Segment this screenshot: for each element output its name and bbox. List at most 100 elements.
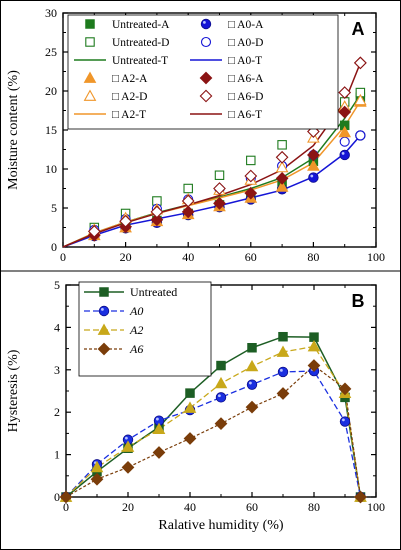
a-point-a2-d	[275, 160, 289, 173]
b-point-a6	[90, 472, 104, 486]
a-legend: Untreated-A □ A0-A Untreated-D □ A0-D Untrea…	[67, 14, 339, 130]
a-xtick-label: 40	[182, 250, 194, 264]
a-point-a6-d	[338, 86, 352, 99]
b-xtick-label: 0	[63, 500, 69, 514]
b-point-a6	[214, 417, 228, 431]
a-legend-label: □ A2-D	[112, 91, 147, 103]
a-legend-marker	[83, 89, 97, 101]
a-point-a6-a	[244, 186, 258, 200]
a-panel-letter: A	[352, 19, 365, 39]
b-legend-marker-highlight	[101, 308, 104, 311]
b-ytick-label: 1	[54, 448, 60, 462]
a-ytick-label: 10	[45, 162, 57, 176]
b-point-a2	[214, 376, 228, 389]
b-point-untreated	[216, 360, 226, 371]
a-point-untreated-d	[246, 155, 256, 166]
b-point-a6	[338, 382, 352, 396]
a-legend-box	[67, 14, 339, 130]
a-point-untreated-d	[277, 140, 287, 150]
a-point-a6-d	[275, 150, 289, 164]
b-point-a0-highlight	[125, 436, 128, 440]
b-point-a0-highlight	[249, 381, 252, 385]
a-point-a6-d	[213, 182, 226, 195]
a-point-a6-d	[353, 56, 367, 70]
a-point-untreated-d	[214, 170, 225, 180]
a-legend-label: □ A6-T	[228, 109, 262, 121]
b-point-untreated	[247, 343, 257, 353]
a-ytick-label: 5	[51, 201, 57, 215]
a-xtick-label: 100	[367, 250, 385, 264]
a-point-a6-d	[150, 205, 164, 219]
b-point-untreated	[278, 331, 288, 342]
b-legend-marker	[97, 342, 111, 356]
a-legend-marker	[85, 19, 95, 29]
b-point-a2	[121, 440, 135, 452]
a-legend-label: □ A0-A	[228, 19, 264, 31]
a-legend-label: □ A2-A	[112, 73, 148, 85]
a-ylabel: Moisture content (%)	[6, 70, 21, 190]
b-point-a6	[354, 490, 367, 504]
a-point-a6-d	[87, 225, 101, 238]
b-point-a2	[276, 345, 290, 357]
b-point-a2	[183, 401, 197, 413]
b-legend-label: A0	[129, 304, 143, 318]
a-point-a0-a	[308, 172, 319, 183]
b-point-a0	[339, 416, 351, 427]
a-point-a6-a	[213, 196, 226, 210]
a-point-a6-d	[307, 125, 320, 138]
a-point-a6-a	[338, 105, 352, 119]
a-point-a0-d	[339, 136, 350, 147]
a-point-a6-a	[181, 205, 195, 219]
b-point-a2	[245, 359, 259, 372]
b-point-a2	[307, 339, 321, 352]
b-point-a6	[307, 359, 321, 372]
b-xtick-label: 20	[122, 500, 134, 514]
b-point-a0-highlight	[342, 418, 345, 422]
a-point-a6-d	[244, 169, 258, 183]
b-legend-label: A6	[129, 342, 143, 356]
a-point-a6-a	[275, 171, 289, 185]
b-point-a0-highlight	[156, 417, 159, 421]
b-series-line-a6	[65, 364, 362, 498]
b-ytick-label: 2	[54, 405, 60, 419]
b-point-a6	[245, 400, 259, 414]
b-legend-marker	[98, 305, 110, 317]
b-point-a0	[215, 392, 227, 403]
a-point-a6-a	[150, 213, 164, 227]
a-legend-label: Untreated-T	[112, 55, 168, 67]
a-point-a0-d	[355, 130, 366, 141]
b-xlabel: Ralative humidity (%)	[158, 518, 284, 533]
b-ylabel: Hysteresis (%)	[6, 349, 21, 432]
b-point-a6	[276, 387, 290, 400]
b-ytick-label: 0	[54, 490, 60, 504]
a-point-a6-a	[307, 148, 320, 162]
a-legend-label: □ A0-T	[228, 55, 262, 67]
b-xtick-label: 40	[184, 500, 196, 514]
a-point-a0-a	[339, 149, 350, 161]
a-point-a2-a	[338, 125, 352, 138]
b-ytick-label: 5	[54, 278, 60, 292]
a-fit-line-a6-t	[62, 62, 362, 248]
b-xtick-label: 80	[308, 500, 320, 514]
a-legend-label: □ A6-A	[228, 73, 264, 85]
panel-a: 0 20 40 60 80 100 0 5 10 15 20 25 30 Moisture content…	[6, 6, 385, 264]
a-legend-marker	[199, 71, 213, 85]
b-point-a0	[246, 379, 258, 390]
a-legend-marker	[200, 18, 212, 30]
a-legend-marker	[200, 36, 212, 48]
a-legend-label: □ A6-D	[228, 91, 263, 103]
b-point-a6	[59, 490, 73, 504]
a-xtick-label: 80	[307, 250, 319, 264]
b-point-a6	[183, 432, 197, 445]
a-ytick-label: 25	[45, 45, 57, 59]
b-ytick-label: 3	[54, 363, 60, 377]
a-legend-label: Untreated-A	[112, 19, 170, 31]
a-legend-label: □ A0-D	[228, 37, 263, 49]
a-xtick-label: 20	[120, 250, 132, 264]
panel-b: 0 20 40 60 80 100 0 1 2 3 4 5 Hysteresis (%) Ralative…	[6, 278, 385, 533]
b-ytick-label: 4	[54, 320, 60, 334]
a-point-a6-d	[119, 214, 132, 228]
a-point-a2-a	[275, 180, 289, 192]
b-point-untreated	[185, 388, 195, 398]
